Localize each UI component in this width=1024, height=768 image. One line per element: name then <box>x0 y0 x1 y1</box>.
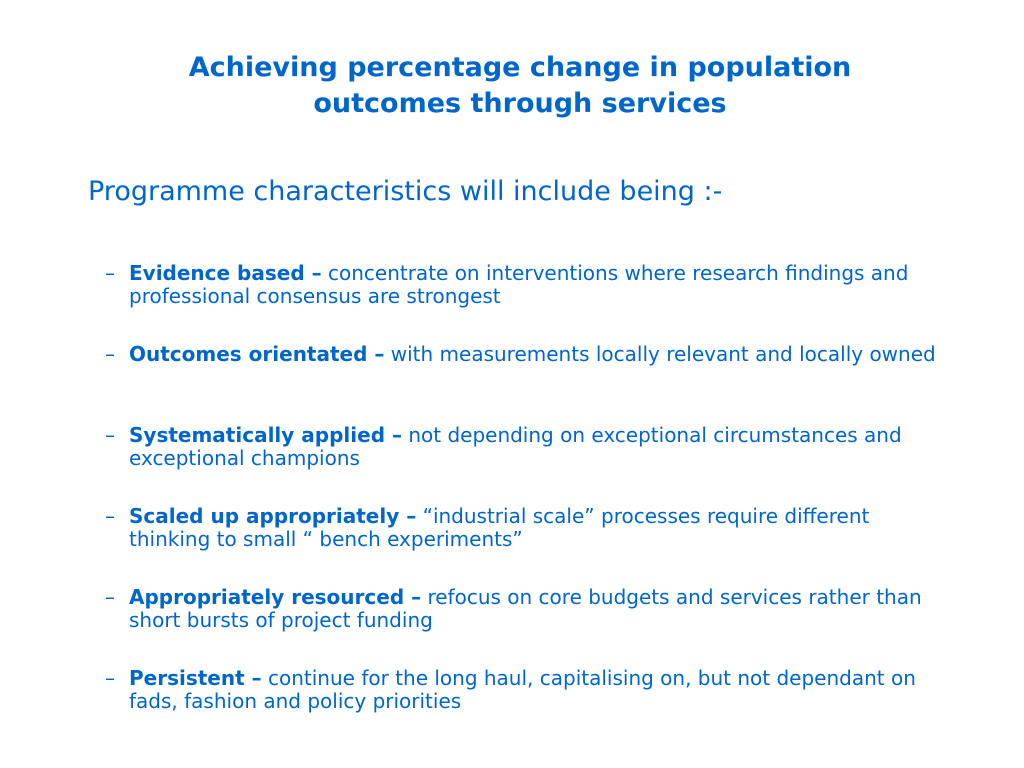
bullet-text: not depending on exceptional circumstanc… <box>129 423 902 470</box>
bullet-dash: – <box>105 261 115 285</box>
slide-title-line-2: outcomes through services <box>313 88 727 119</box>
bullet-item-scaled-up-appropriately: – Scaled up appropriately – “industrial s… <box>105 505 955 586</box>
bullet-text: refocus on core budgets and services rat… <box>129 585 922 632</box>
bullet-dash: – <box>105 342 115 366</box>
bullet-dash: – <box>105 423 115 447</box>
slide-subtitle: Programme characteristics will include b… <box>88 176 723 207</box>
bullet-dash: – <box>105 504 115 528</box>
bullet-item-systematically-applied: – Systematically applied – not depending … <box>105 424 955 505</box>
bullet-dash: – <box>105 585 115 609</box>
bullet-list: – Evidence based – concentrate on interve… <box>105 262 955 748</box>
bullet-item-outcomes-orientated: – Outcomes orientated – with measurements… <box>105 343 955 424</box>
bullet-text: concentrate on interventions where resea… <box>129 261 909 308</box>
bullet-text: continue for the long haul, capitalising… <box>129 666 916 713</box>
bullet-term: Scaled up appropriately – <box>129 504 417 528</box>
bullet-dash: – <box>105 666 115 690</box>
bullet-term: Persistent – <box>129 666 262 690</box>
slide-title: Achieving percentage change in populatio… <box>0 50 1024 122</box>
bullet-item-persistent: – Persistent – continue for the long haul… <box>105 667 955 748</box>
bullet-text: with measurements locally relevant and l… <box>384 342 936 366</box>
bullet-item-evidence-based: – Evidence based – concentrate on interve… <box>105 262 955 343</box>
bullet-term: Outcomes orientated – <box>129 342 385 366</box>
slide-title-line-1: Achieving percentage change in populatio… <box>188 52 852 83</box>
bullet-item-appropriately-resourced: – Appropriately resourced – refocus on co… <box>105 586 955 667</box>
bullet-term: Appropriately resourced – <box>129 585 422 609</box>
bullet-term: Systematically applied – <box>129 423 402 447</box>
bullet-text: “industrial scale” processes require dif… <box>129 504 870 551</box>
bullet-term: Evidence based – <box>129 261 322 285</box>
